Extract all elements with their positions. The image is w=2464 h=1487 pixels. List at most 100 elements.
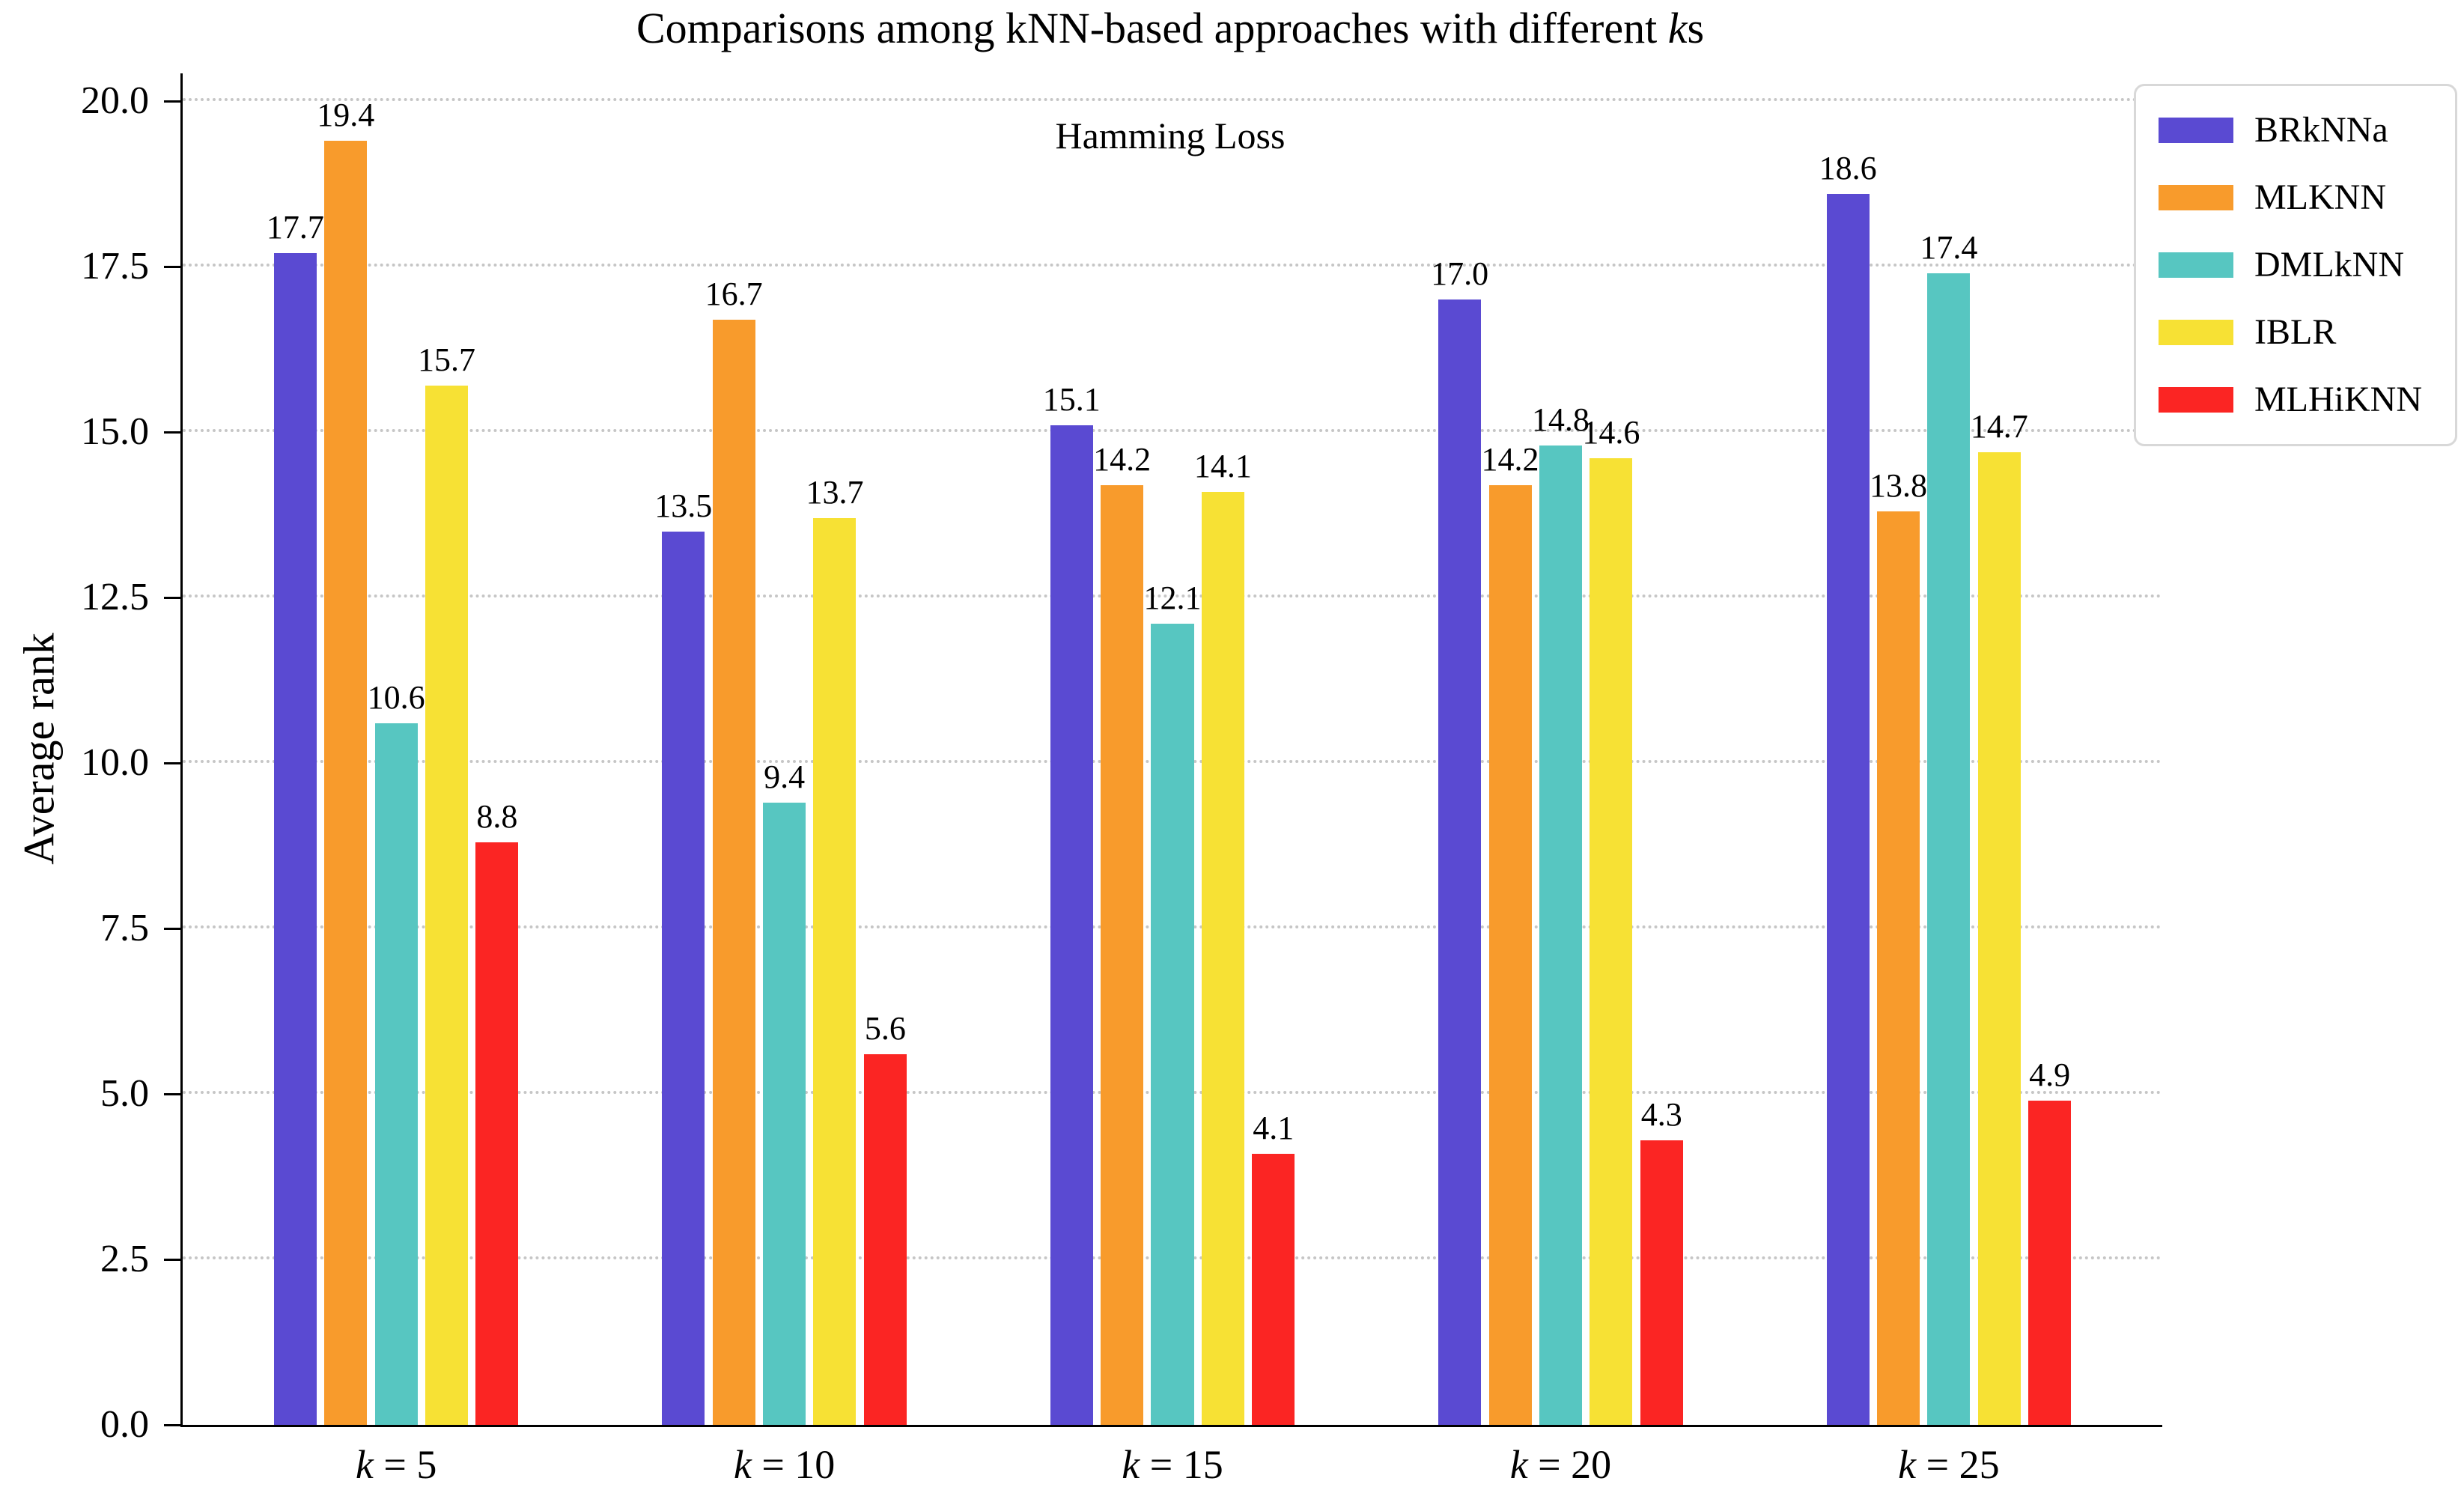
- x-tick-k-italic: k: [1898, 1442, 1917, 1487]
- legend-item-MLKNN: MLKNN: [2159, 179, 2433, 216]
- bar-DMLkNN-k=5: [374, 723, 418, 1425]
- y-tick-mark-2.5: [164, 1258, 183, 1261]
- bar-value-label-BRkNNa-k=20: 17.0: [1431, 255, 1489, 293]
- bar-value-label-IBLR-k=15: 14.1: [1193, 447, 1252, 484]
- y-tick-label-12.5: 12.5: [81, 576, 149, 618]
- y-tick-mark-20.0: [164, 100, 183, 103]
- y-tick-label-15.0: 15.0: [81, 410, 149, 453]
- bar-DMLkNN-k=15: [1151, 624, 1194, 1425]
- x-tick-label-k=25: k = 25: [1898, 1442, 2000, 1487]
- legend-swatch-MLKNN: [2159, 185, 2233, 210]
- bar-value-label-MLHiKNN-k=5: 8.8: [476, 798, 518, 836]
- y-tick-mark-15.0: [164, 431, 183, 434]
- bar-MLKNN-k=5: [324, 141, 368, 1425]
- chart-title: Comparisons among kNN-based approaches w…: [180, 3, 2160, 53]
- bar-MLHiKNN-k=5: [475, 842, 519, 1425]
- bar-IBLR-k=25: [1977, 451, 2021, 1425]
- bar-MLHiKNN-k=25: [2028, 1100, 2072, 1425]
- bar-value-label-IBLR-k=20: 14.6: [1582, 414, 1640, 451]
- chart-title-prefix: Comparisons among kNN-based approaches w…: [636, 4, 1668, 52]
- bar-IBLR-k=5: [425, 386, 469, 1425]
- bar-value-label-DMLkNN-k=5: 10.6: [367, 678, 425, 716]
- y-tick-label-5.0: 5.0: [100, 1072, 149, 1115]
- bar-value-label-MLHiKNN-k=15: 4.1: [1253, 1109, 1295, 1146]
- bar-MLHiKNN-k=15: [1252, 1153, 1295, 1425]
- x-tick-label-k=15: k = 15: [1122, 1442, 1223, 1487]
- legend-swatch-MLHiKNN: [2159, 387, 2233, 413]
- y-tick-mark-12.5: [164, 596, 183, 599]
- bar-MLKNN-k=25: [1876, 511, 1920, 1425]
- x-tick-k-italic: k: [1122, 1442, 1140, 1487]
- y-tick-label-7.5: 7.5: [100, 907, 149, 949]
- bar-MLKNN-k=15: [1101, 484, 1144, 1425]
- legend-swatch-DMLkNN: [2159, 252, 2233, 278]
- metric-subtitle: Hamming Loss: [1055, 115, 1286, 156]
- legend-item-IBLR: IBLR: [2159, 314, 2433, 351]
- x-tick-label-k=20: k = 20: [1509, 1442, 1612, 1487]
- legend-label-DMLkNN: DMLkNN: [2254, 245, 2404, 285]
- bar-DMLkNN-k=10: [763, 803, 806, 1425]
- bar-IBLR-k=20: [1590, 458, 1633, 1425]
- y-tick-label-10.0: 10.0: [81, 741, 149, 784]
- legend-label-BRkNNa: BRkNNa: [2254, 110, 2388, 150]
- bar-value-label-MLKNN-k=25: 13.8: [1869, 467, 1927, 505]
- x-tick-k-italic: k: [355, 1442, 374, 1487]
- bar-value-label-MLKNN-k=15: 14.2: [1093, 440, 1152, 478]
- bar-value-label-BRkNNa-k=15: 15.1: [1042, 381, 1101, 419]
- bar-MLKNN-k=20: [1488, 484, 1532, 1425]
- gridline-y-20.0: [183, 98, 2162, 101]
- y-tick-mark-0.0: [164, 1423, 183, 1426]
- legend-item-BRkNNa: BRkNNa: [2159, 112, 2433, 149]
- bar-value-label-DMLkNN-k=15: 12.1: [1143, 580, 1202, 617]
- legend-label-MLKNN: MLKNN: [2254, 177, 2386, 217]
- x-tick-k-italic: k: [733, 1442, 752, 1487]
- bar-value-label-MLHiKNN-k=20: 4.3: [1640, 1095, 1682, 1133]
- bar-value-label-MLKNN-k=5: 19.4: [317, 97, 375, 134]
- legend-item-MLHiKNN: MLHiKNN: [2159, 381, 2433, 419]
- bar-value-label-MLKNN-k=10: 16.7: [705, 275, 763, 312]
- bar-value-label-MLKNN-k=20: 14.2: [1481, 440, 1539, 478]
- gridline-y-15.0: [183, 429, 2162, 432]
- bar-value-label-BRkNNa-k=5: 17.7: [266, 209, 324, 246]
- bar-value-label-DMLkNN-k=10: 9.4: [764, 758, 806, 796]
- bar-BRkNNa-k=20: [1438, 299, 1482, 1425]
- bar-value-label-MLHiKNN-k=25: 4.9: [2029, 1056, 2071, 1093]
- bar-MLHiKNN-k=20: [1640, 1140, 1683, 1425]
- legend-item-DMLkNN: DMLkNN: [2159, 246, 2433, 284]
- legend-swatch-BRkNNa: [2159, 118, 2233, 143]
- y-tick-label-0.0: 0.0: [100, 1403, 149, 1446]
- y-tick-label-17.5: 17.5: [81, 245, 149, 288]
- gridline-y-17.5: [183, 264, 2162, 267]
- bar-BRkNNa-k=25: [1826, 193, 1870, 1425]
- legend-label-MLHiKNN: MLHiKNN: [2254, 380, 2422, 419]
- bar-MLHiKNN-k=10: [863, 1053, 907, 1425]
- bar-value-label-BRkNNa-k=10: 13.5: [654, 487, 713, 524]
- bar-value-label-DMLkNN-k=25: 17.4: [1920, 228, 1978, 266]
- bar-value-label-BRkNNa-k=25: 18.6: [1819, 149, 1877, 186]
- bar-BRkNNa-k=10: [662, 531, 705, 1425]
- legend-swatch-IBLR: [2159, 320, 2233, 345]
- bar-DMLkNN-k=20: [1539, 445, 1582, 1425]
- legend-label-IBLR: IBLR: [2254, 312, 2337, 352]
- bar-value-label-IBLR-k=10: 13.7: [806, 473, 864, 511]
- x-tick-label-k=10: k = 10: [733, 1442, 836, 1487]
- y-tick-mark-5.0: [164, 1092, 183, 1095]
- gridline-y-12.5: [183, 595, 2162, 597]
- bar-BRkNNa-k=5: [273, 253, 317, 1425]
- bar-DMLkNN-k=25: [1927, 273, 1971, 1425]
- bar-value-label-DMLkNN-k=20: 14.8: [1531, 401, 1590, 438]
- chart-title-suffix: s: [1687, 4, 1705, 52]
- x-tick-k-italic: k: [1509, 1442, 1528, 1487]
- bar-value-label-IBLR-k=5: 15.7: [418, 341, 476, 379]
- y-tick-mark-7.5: [164, 927, 183, 930]
- bar-value-label-MLHiKNN-k=10: 5.6: [864, 1009, 906, 1047]
- plot-area: 0.0 2.5 5.0 7.5 10.0 12.5 15.0 17.5 20.0 k = 5 17.…: [81, 73, 2162, 1487]
- bar-value-label-IBLR-k=25: 14.7: [1970, 407, 2028, 445]
- y-tick-label-2.5: 2.5: [100, 1238, 149, 1280]
- x-tick-label-k=5: k = 5: [355, 1442, 437, 1487]
- y-tick-label-20.0: 20.0: [81, 79, 149, 122]
- y-tick-mark-10.0: [164, 761, 183, 764]
- chart-title-k-italic: k: [1667, 4, 1688, 52]
- bar-IBLR-k=15: [1201, 491, 1244, 1425]
